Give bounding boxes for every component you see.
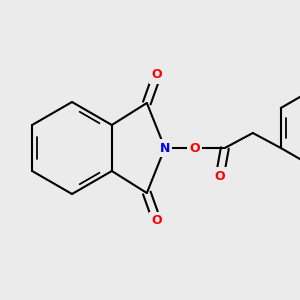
Text: O: O bbox=[152, 68, 162, 82]
Text: O: O bbox=[152, 214, 162, 227]
Text: O: O bbox=[190, 142, 200, 154]
Text: O: O bbox=[214, 169, 225, 182]
Text: N: N bbox=[160, 142, 170, 154]
